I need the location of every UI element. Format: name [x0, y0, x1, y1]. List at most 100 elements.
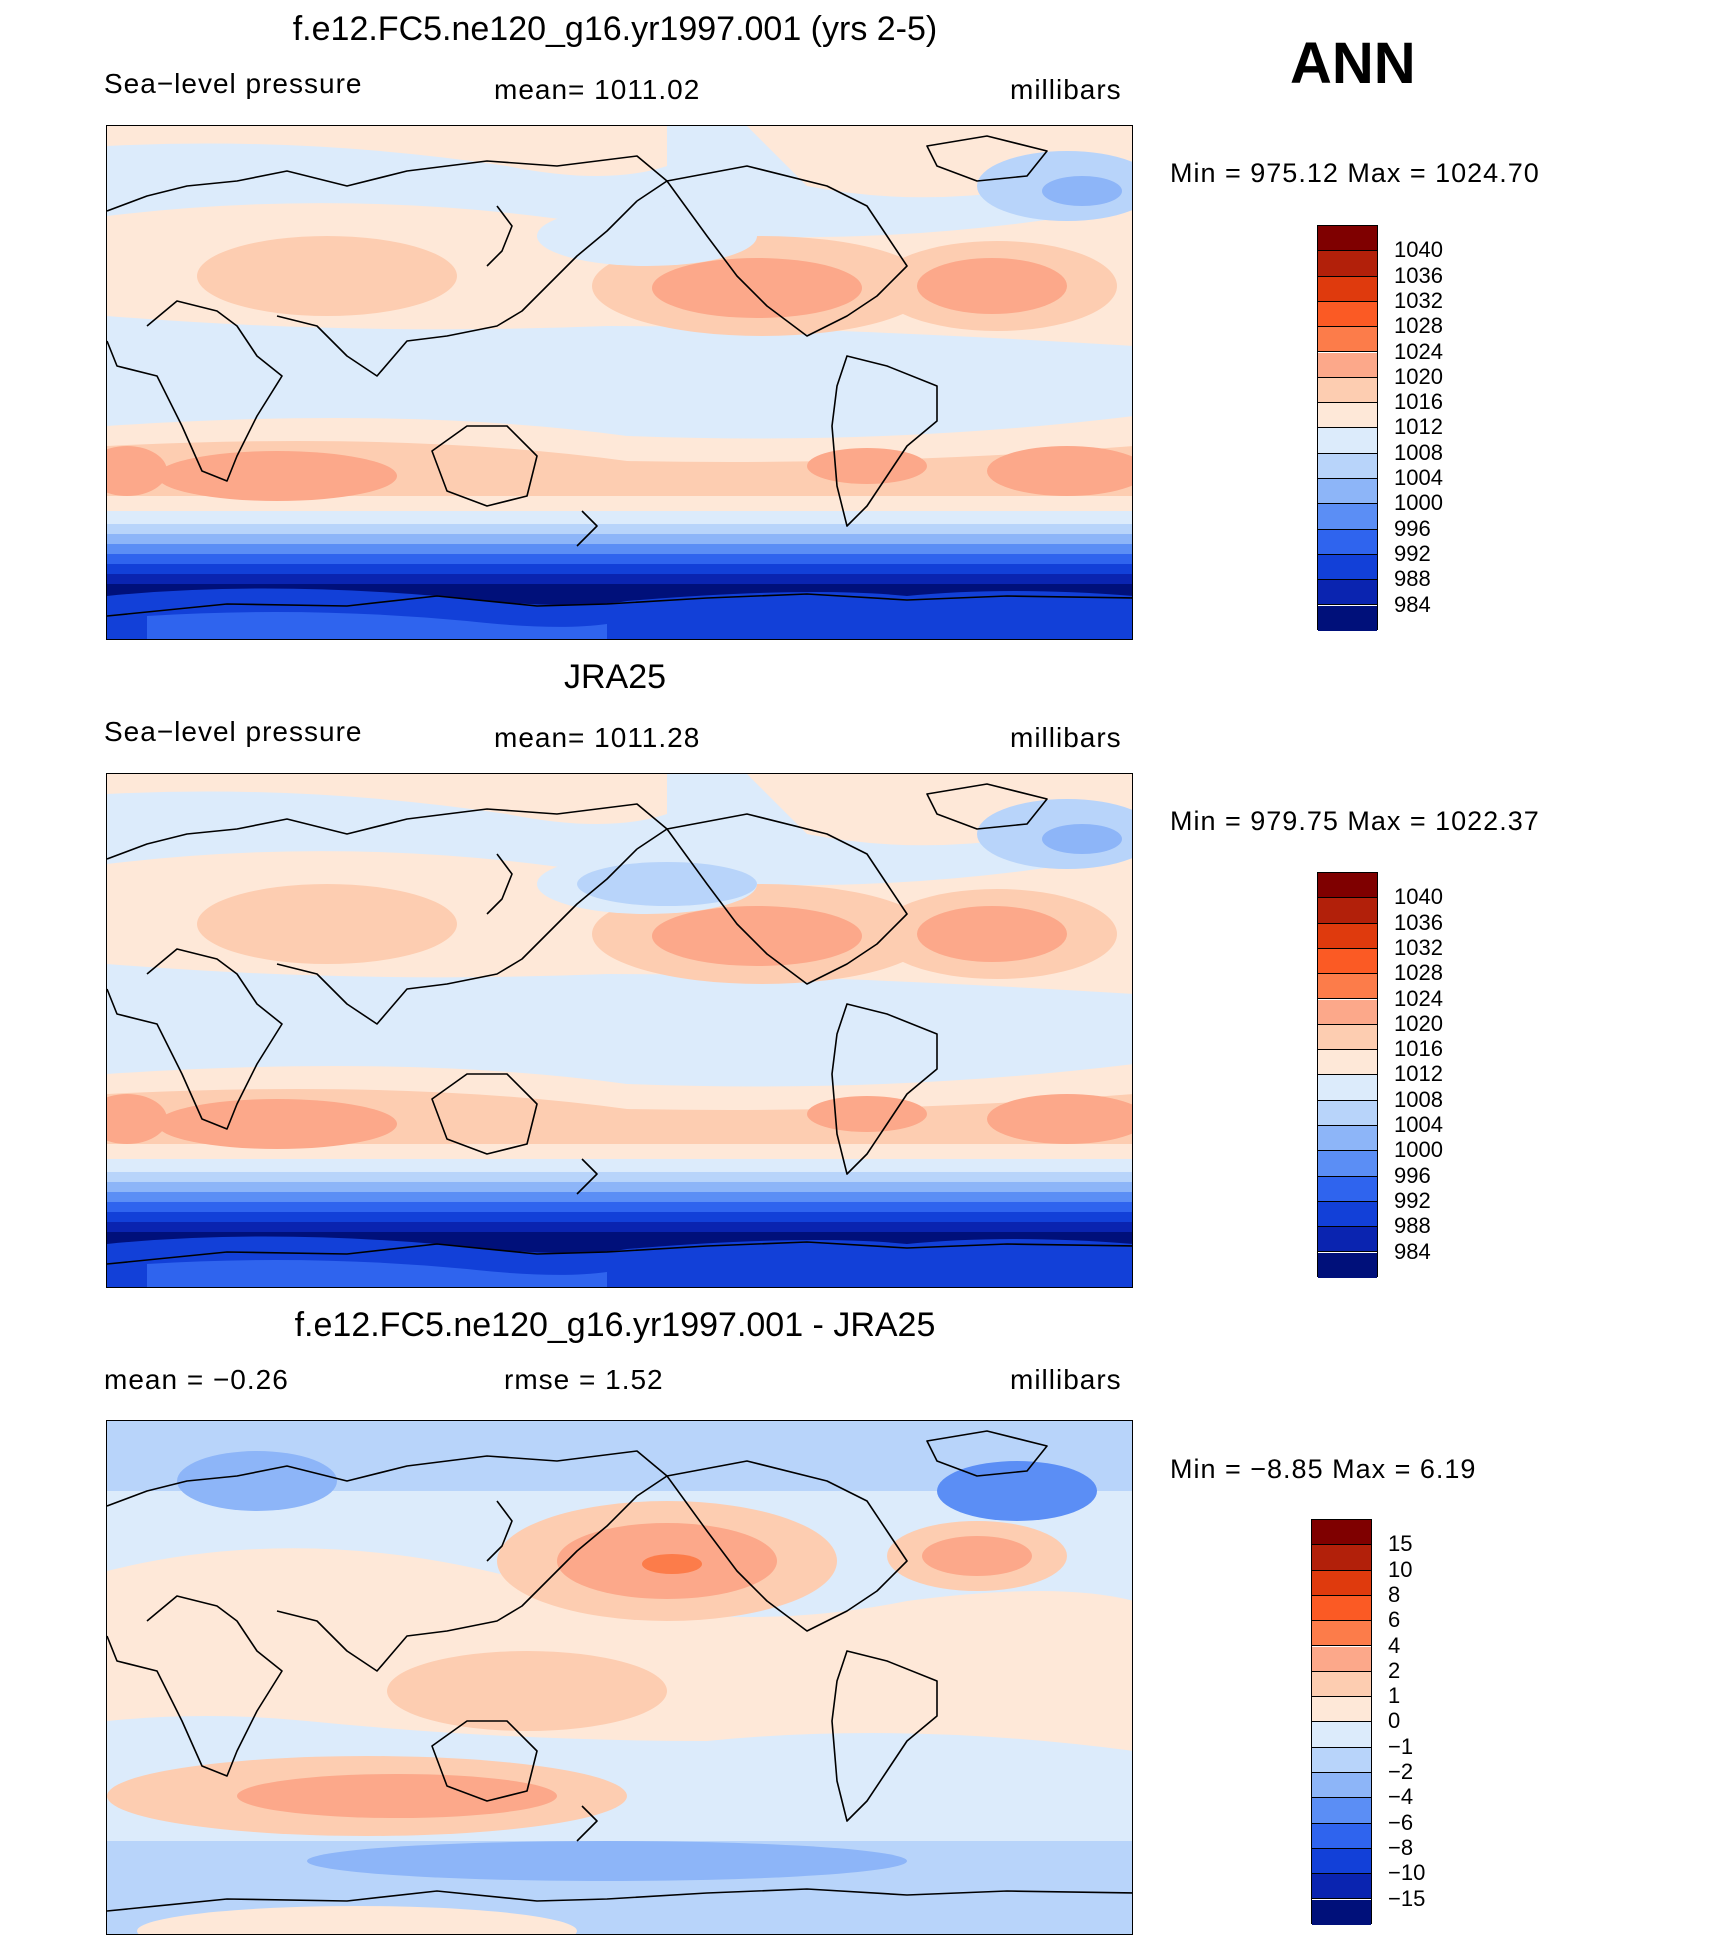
colorbar-swatch	[1312, 1646, 1371, 1672]
colorbar-tick-label: −10	[1388, 1860, 1426, 1886]
coastlines	[107, 1430, 1132, 1912]
colorbar-tick-label: 2	[1388, 1657, 1401, 1683]
colorbar-swatch	[1318, 428, 1377, 454]
colorbar-swatch	[1312, 1621, 1371, 1647]
colorbar-swatch	[1312, 1773, 1371, 1799]
colorbar-swatch	[1318, 301, 1377, 328]
colorbar-tick-label: 15	[1388, 1531, 1413, 1557]
colorbar-swatch	[1312, 1747, 1371, 1773]
colorbar-swatch	[1318, 327, 1377, 353]
colorbar-tick-label: 1020	[1394, 1010, 1443, 1036]
pressure-field	[107, 126, 1132, 639]
coastlines	[107, 783, 1132, 1265]
colorbar-tick-label: 1020	[1394, 363, 1443, 389]
colorbar-swatch	[1318, 1075, 1377, 1101]
colorbar-swatch	[1318, 226, 1377, 252]
panel2-mean-label: mean= 1011.28	[494, 722, 701, 753]
colorbar-swatches	[1317, 225, 1378, 631]
panel3-minmax: Min = −8.85 Max = 6.19	[1170, 1454, 1477, 1484]
colorbar-swatch	[1312, 1595, 1371, 1622]
colorbar-swatch	[1318, 873, 1377, 899]
colorbar-swatch	[1318, 923, 1377, 949]
colorbar-tick-label: 1028	[1394, 960, 1443, 986]
panel3-units-label: millibars	[1010, 1364, 1122, 1395]
colorbar-swatch	[1318, 1050, 1377, 1076]
panel3-title: f.e12.FC5.ne120_g16.yr1997.001 - JRA25	[294, 1306, 936, 1344]
colorbar-tick-label: 992	[1394, 1187, 1431, 1213]
colorbar-swatch	[1318, 276, 1377, 302]
colorbar-tick-label: 0	[1388, 1708, 1401, 1734]
colorbar-swatch	[1318, 974, 1377, 1000]
colorbar-swatch	[1318, 1227, 1377, 1253]
colorbar-tick-label: 984	[1394, 1238, 1431, 1264]
colorbar-swatch	[1312, 1722, 1371, 1748]
colorbar-swatch	[1312, 1823, 1371, 1849]
colorbar-swatch	[1318, 479, 1377, 505]
colorbar-tick-label: 1040	[1394, 237, 1443, 263]
panel2-map-field	[107, 774, 1132, 1287]
colorbar-tick-label: −1	[1388, 1733, 1414, 1759]
colorbar-swatch	[1318, 403, 1377, 429]
colorbar-swatch	[1312, 1848, 1371, 1875]
colorbar-tick-label: 1012	[1394, 1061, 1443, 1087]
panel2-units-label: millibars	[1010, 722, 1122, 753]
panel1-minmax: Min = 975.12 Max = 1024.70	[1170, 158, 1540, 188]
colorbar-swatch	[1318, 1252, 1377, 1278]
colorbar-swatch	[1318, 1100, 1377, 1126]
colorbar-tick-label: −2	[1388, 1759, 1414, 1784]
colorbar-tick-label: −4	[1388, 1784, 1414, 1810]
colorbar-tick-label: 996	[1394, 1162, 1431, 1188]
colorbar-swatch	[1318, 529, 1377, 555]
colorbar-tick-label: 1032	[1394, 287, 1443, 313]
panel3-rmse-label: rmse = 1.52	[504, 1364, 664, 1395]
colorbar-swatch	[1318, 948, 1377, 975]
season-label: ANN	[1290, 31, 1416, 96]
colorbar-tick-label: 10	[1388, 1556, 1413, 1582]
colorbar-tick-label: −15	[1388, 1885, 1426, 1911]
colorbar-tick-label: 1036	[1394, 909, 1443, 935]
colorbar-tick-label: 988	[1394, 566, 1431, 592]
colorbar-swatch	[1318, 1201, 1377, 1228]
colorbar-swatch	[1318, 1176, 1377, 1202]
panel3-map-field	[107, 1421, 1132, 1934]
colorbar-tick-label: 1032	[1394, 934, 1443, 960]
colorbar-tick-label: 1004	[1394, 1112, 1443, 1137]
panel2-title: JRA25	[563, 658, 667, 696]
colorbar-tick-label: 996	[1394, 515, 1431, 541]
colorbar-swatch	[1318, 605, 1377, 631]
difference-field	[107, 1421, 1132, 1934]
panel1-title: f.e12.FC5.ne120_g16.yr1997.001 (yrs 2-5)	[292, 10, 938, 48]
panel1-mean-label: mean= 1011.02	[494, 74, 701, 105]
colorbar-swatch	[1318, 1126, 1377, 1152]
colorbar-swatch	[1312, 1798, 1371, 1824]
colorbar-swatch	[1312, 1874, 1371, 1900]
colorbar-swatches	[1311, 1519, 1372, 1925]
colorbar-tick-label: 988	[1394, 1213, 1431, 1239]
colorbar-tick-label: 1016	[1394, 1036, 1443, 1062]
panel1-map-field	[107, 126, 1132, 639]
colorbar-swatch	[1318, 1151, 1377, 1177]
colorbar-swatch	[1318, 999, 1377, 1025]
pressure-field	[107, 774, 1132, 1287]
colorbar-tick-label: 1	[1388, 1683, 1401, 1709]
colorbar-tick-label: −6	[1388, 1809, 1414, 1835]
colorbar-swatch	[1318, 352, 1377, 378]
colorbar-swatch	[1312, 1570, 1371, 1596]
panel1-map	[106, 125, 1133, 640]
colorbar-tick-label: 1000	[1394, 1137, 1443, 1163]
colorbar-swatch	[1318, 580, 1377, 606]
colorbar-swatches	[1317, 872, 1378, 1278]
colorbar-tick-label: 1000	[1394, 490, 1443, 516]
colorbar-swatch	[1312, 1899, 1371, 1925]
colorbar-tick-label: −8	[1388, 1834, 1414, 1860]
panel2-variable-label: Sea−level pressure	[104, 716, 363, 747]
colorbar-tick-label: 1008	[1394, 1086, 1443, 1112]
colorbar-tick-label: 1004	[1394, 465, 1443, 490]
colorbar-swatch	[1318, 1024, 1377, 1051]
colorbar-swatch	[1312, 1520, 1371, 1546]
colorbar-tick-label: 992	[1394, 540, 1431, 566]
colorbar-tick-label: 1040	[1394, 884, 1443, 910]
colorbar-swatch	[1318, 377, 1377, 404]
colorbar-tick-label: 8	[1388, 1581, 1401, 1607]
colorbar-swatch	[1312, 1697, 1371, 1723]
